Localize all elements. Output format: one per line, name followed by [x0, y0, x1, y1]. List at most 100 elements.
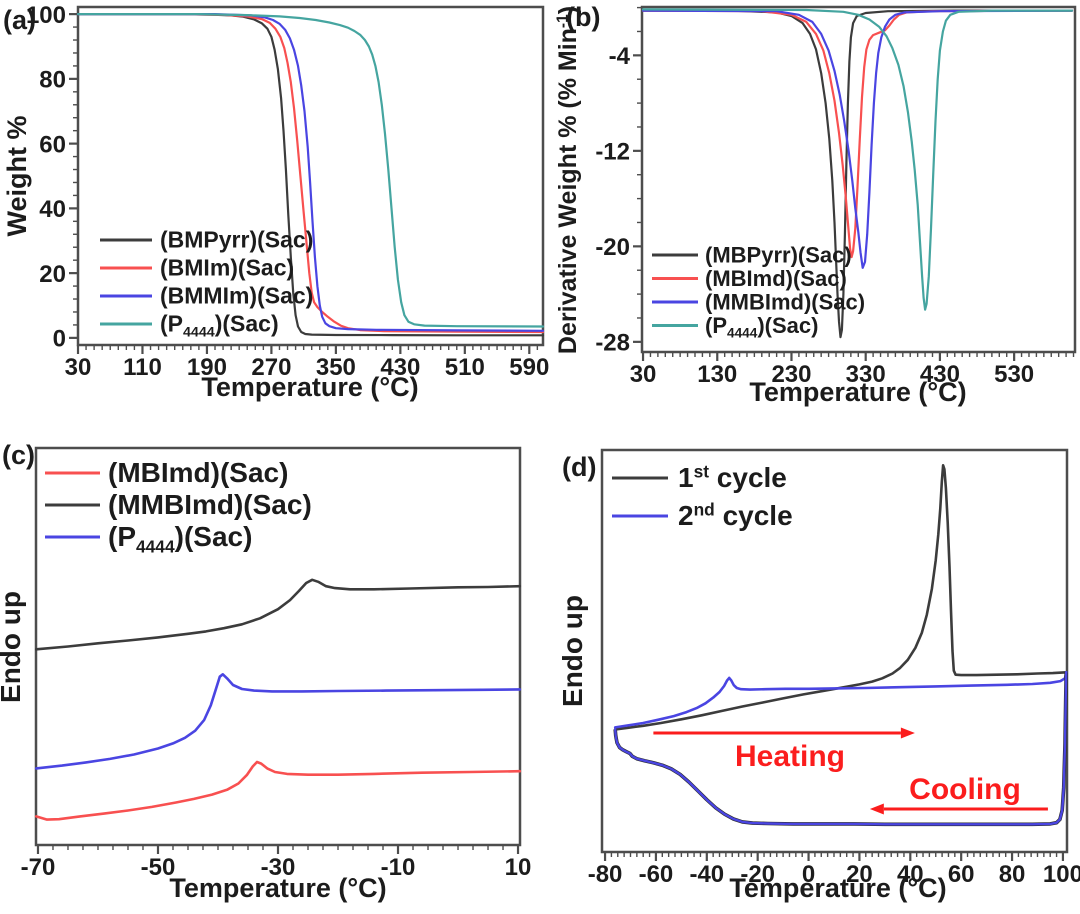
- x-tick-label: 60: [948, 861, 975, 888]
- series-cooling-shared: [614, 671, 1068, 826]
- series-mbpyrr-sac: [641, 9, 1074, 339]
- legend-row: (MBPyrr)(Sac): [652, 242, 852, 267]
- x-tick-label: 110: [123, 354, 162, 381]
- legend-a: (BMPyrr)(Sac)(BMIm)(Sac)(BMMIm)(Sac)(P44…: [100, 227, 313, 341]
- legend-label: (P4444)(Sac): [108, 521, 252, 556]
- x-tick-label: 130: [697, 361, 737, 388]
- legend-label: 2nd cycle: [678, 499, 793, 531]
- y-tick-label: 40: [39, 196, 66, 223]
- series-bmmim-sac: [76, 13, 545, 332]
- panel-letter-b: (b): [566, 2, 600, 32]
- legend-c: (MBImd)(Sac)(MMBImd)(Sac)(P4444)(Sac): [45, 457, 312, 556]
- legend-row: (MMBImd)(Sac): [652, 289, 865, 314]
- x-axis-b: 30 130 230 330 430 530: [630, 352, 1075, 388]
- x-tick-label: 10: [505, 854, 532, 881]
- cooling-label: Cooling: [909, 773, 1021, 806]
- series-mmbimd-sac: [641, 9, 1074, 269]
- legend-row: (MMBImd)(Sac): [45, 489, 312, 520]
- series-p4444-sac-dsc: [34, 673, 522, 770]
- x-tick-label: -20: [740, 861, 775, 888]
- heating-label: Heating: [735, 740, 845, 773]
- x-tick-label: -10: [381, 854, 416, 881]
- plot-area-a: [76, 5, 545, 347]
- x-axis-label-c: Temperature (°C): [169, 873, 386, 903]
- y-tick-label: -28: [595, 329, 630, 356]
- series-p4444-sac: [76, 13, 545, 328]
- legend-label: (P4444)(Sac): [705, 313, 818, 341]
- x-axis-c: -70 -50 -30 -10 10: [21, 845, 532, 881]
- series-mmbimd-sac-dsc: [34, 578, 522, 651]
- x-tick-label: -30: [261, 854, 296, 881]
- legend-row: (P4444)(Sac): [45, 521, 252, 556]
- x-axis-label-a: Temperature (°C): [201, 372, 418, 402]
- x-tick-label: 0: [802, 861, 815, 888]
- x-tick-label: -70: [21, 854, 56, 881]
- x-tick-label: 350: [316, 354, 356, 381]
- legend-label: (MBImd)(Sac): [705, 266, 847, 291]
- x-tick-label: 40: [897, 861, 924, 888]
- legend-label: (P4444)(Sac): [160, 311, 279, 341]
- legend-label: (MMBImd)(Sac): [108, 489, 312, 520]
- x-tick-label: -50: [141, 854, 176, 881]
- series-mbimd-sac-dsc: [34, 760, 522, 821]
- series-cycle2-heating: [613, 671, 1068, 729]
- legend-label: (BMIm)(Sac): [160, 255, 294, 281]
- legend-label: (MMBImd)(Sac): [705, 289, 865, 314]
- x-axis-label-b: Temperature (°C): [749, 377, 966, 407]
- x-tick-label: 230: [771, 361, 811, 388]
- x-tick-label: 30: [65, 354, 92, 381]
- x-tick-label: 190: [187, 354, 227, 381]
- y-axis-a: 0 20 40 60 80 100: [26, 2, 78, 353]
- legend-row: (MBImd)(Sac): [652, 266, 847, 291]
- y-tick-label: 80: [39, 67, 66, 94]
- y-tick-label: 0: [53, 326, 66, 353]
- y-axis-label-c: Endo up: [0, 591, 26, 703]
- legend-label: (BMMIm)(Sac): [160, 283, 313, 309]
- y-axis-label-a: Weight %: [2, 116, 32, 237]
- y-tick-label: 20: [39, 261, 66, 288]
- panel-letter-d: (d): [562, 452, 596, 482]
- y-tick-label: 60: [39, 131, 66, 158]
- panel-d: -80 -60 -40 -20 0 20 40 60 80 100 Temperature (°C)…: [557, 448, 1080, 903]
- legend-row: (BMPyrr)(Sac): [100, 227, 313, 253]
- legend-label: (MBPyrr)(Sac): [705, 242, 852, 267]
- legend-row: (P4444)(Sac): [652, 313, 818, 341]
- y-tick-label: -12: [595, 138, 630, 165]
- panel-letter-c: (c): [2, 440, 35, 470]
- y-tick-label: -20: [595, 234, 630, 261]
- legend-row: (MBImd)(Sac): [45, 457, 288, 488]
- legend-row: (BMMIm)(Sac): [100, 283, 313, 309]
- series-p4444-sac-dtg: [641, 8, 1074, 311]
- legend-label: (BMPyrr)(Sac): [160, 227, 313, 253]
- y-axis-b: -4 -12 -20 -28: [595, 6, 642, 356]
- panel-a: 30 110 190 270 350 430 510 590 0 20 40 60 80 100 Tempe…: [2, 2, 549, 402]
- legend-d: 1st cycle 2nd cycle: [612, 461, 793, 531]
- x-tick-label: 510: [445, 354, 485, 381]
- legend-label: 1st cycle: [678, 461, 787, 493]
- series-bmim-sac: [76, 13, 545, 334]
- x-tick-label: 30: [630, 361, 657, 388]
- x-axis-a: 30 110 190 270 350 430 510 590: [65, 345, 549, 381]
- y-tick-label: -4: [609, 43, 631, 70]
- x-axis-d: -80 -60 -40 -20 0 20 40 60 80 100: [588, 852, 1080, 888]
- y-axis-label-b: Derivative Weight % (% Min-1): [554, 6, 582, 354]
- x-tick-label: 20: [846, 861, 873, 888]
- x-tick-label: 590: [509, 354, 549, 381]
- x-tick-label: 330: [846, 361, 886, 388]
- x-tick-label: -60: [639, 861, 674, 888]
- panel-letter-a: (a): [3, 5, 36, 35]
- panel-c: -70 -50 -30 -10 10 Temperature (°C) Endo up (c)…: [0, 440, 531, 903]
- legend-row: 1st cycle: [612, 461, 787, 493]
- legend-label: (MBImd)(Sac): [108, 457, 288, 488]
- series-cycle1-heating: [613, 464, 1068, 731]
- x-tick-label: 80: [999, 861, 1026, 888]
- x-tick-label: 530: [994, 361, 1034, 388]
- x-tick-label: 270: [251, 354, 291, 381]
- x-tick-label: 430: [380, 354, 420, 381]
- heating-arrow: [653, 727, 915, 739]
- legend-b: (MBPyrr)(Sac)(MBImd)(Sac)(MMBImd)(Sac)(P…: [652, 242, 865, 341]
- y-axis-label-d: Endo up: [557, 595, 588, 707]
- x-tick-label: 100: [1043, 861, 1080, 888]
- x-tick-label: -80: [588, 861, 623, 888]
